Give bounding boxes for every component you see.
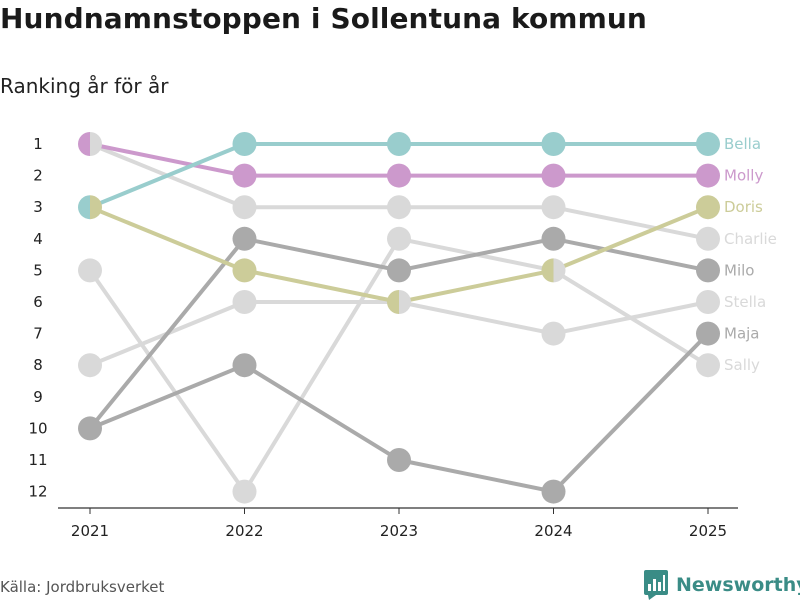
brand-logo: Newsworthy <box>644 570 800 600</box>
y-tick-label: 11 <box>28 451 47 469</box>
data-point-molly <box>78 132 90 156</box>
data-point-charlie <box>541 195 566 220</box>
series-label-bella: Bella <box>724 135 761 153</box>
y-tick-label: 2 <box>33 167 43 185</box>
data-point-milo <box>90 416 102 441</box>
x-tick-label: 2021 <box>71 522 109 540</box>
series-label-stella: Stella <box>724 293 766 311</box>
data-point-sally <box>696 353 720 378</box>
y-tick-label: 9 <box>33 388 43 406</box>
data-point-stella <box>541 321 566 346</box>
data-point-molly <box>232 163 257 188</box>
series-label-milo: Milo <box>724 261 754 279</box>
data-point-sally <box>387 226 411 251</box>
data-point-sally <box>232 479 257 504</box>
series-label-charlie: Charlie <box>724 230 777 248</box>
data-point-charlie <box>232 195 257 220</box>
data-point-maja <box>387 448 411 472</box>
chart-title: Hundnamnstoppen i Sollentuna kommun <box>0 2 647 35</box>
data-point-bella <box>232 132 257 156</box>
data-point-maja <box>696 321 720 346</box>
y-tick-label: 8 <box>33 356 43 374</box>
data-point-bella <box>696 132 720 156</box>
data-point-shared <box>78 195 102 220</box>
data-point-doris <box>232 258 257 283</box>
x-tick-label: 2025 <box>689 522 727 540</box>
data-point-doris <box>696 195 720 220</box>
y-tick-label: 3 <box>33 198 43 216</box>
data-point-shared <box>78 132 102 156</box>
data-point-stella <box>232 290 257 314</box>
data-point-stella <box>78 353 102 378</box>
data-point-bella <box>541 132 566 156</box>
y-tick-label: 6 <box>33 293 43 311</box>
data-point-bella <box>78 195 90 220</box>
data-point-stella <box>399 290 411 314</box>
newsworthy-logo-icon <box>644 570 668 600</box>
x-tick-label: 2024 <box>534 522 572 540</box>
data-point-stella <box>696 290 720 314</box>
series-label-doris: Doris <box>724 198 763 216</box>
data-point-milo <box>696 258 720 283</box>
data-point-doris <box>90 195 102 220</box>
data-point-milo <box>387 258 411 283</box>
series-labels: Charlie Sally Stella Milo Maja Doris Molly Bell… <box>724 135 777 374</box>
source-note: Källa: Jordbruksverket <box>0 578 165 596</box>
y-tick-label: 4 <box>33 230 43 248</box>
y-tick-label: 5 <box>33 261 43 279</box>
data-point-doris <box>541 258 554 283</box>
data-point-sally <box>78 258 102 283</box>
series-label-maja: Maja <box>724 325 760 343</box>
y-tick-label: 7 <box>33 325 43 343</box>
series-points <box>78 132 720 504</box>
data-point-shared <box>541 258 566 283</box>
series-label-molly: Molly <box>724 167 763 185</box>
data-point-doris <box>387 290 399 314</box>
data-point-maja <box>78 416 90 441</box>
x-tick-label: 2022 <box>225 522 263 540</box>
data-point-charlie <box>90 132 102 156</box>
data-point-shared <box>78 416 102 441</box>
y-tick-label: 1 <box>33 135 43 153</box>
data-point-molly <box>696 163 720 188</box>
series-line-charlie <box>88 142 710 241</box>
x-tick-label: 2023 <box>380 522 418 540</box>
data-point-charlie <box>696 226 720 251</box>
data-point-bella <box>387 132 411 156</box>
data-point-charlie <box>387 195 411 220</box>
data-point-milo <box>541 226 566 251</box>
data-point-shared <box>387 290 411 314</box>
y-tick-label: 12 <box>28 483 47 501</box>
data-point-sally <box>553 258 566 283</box>
data-point-molly <box>541 163 566 188</box>
brand-name: Newsworthy <box>676 574 800 596</box>
data-point-maja <box>232 353 257 378</box>
data-point-milo <box>232 226 257 251</box>
series-label-sally: Sally <box>724 356 760 374</box>
y-tick-label: 10 <box>28 419 47 437</box>
data-point-maja <box>541 479 566 504</box>
data-point-molly <box>387 163 411 188</box>
chart-subtitle: Ranking år för år <box>0 74 169 98</box>
